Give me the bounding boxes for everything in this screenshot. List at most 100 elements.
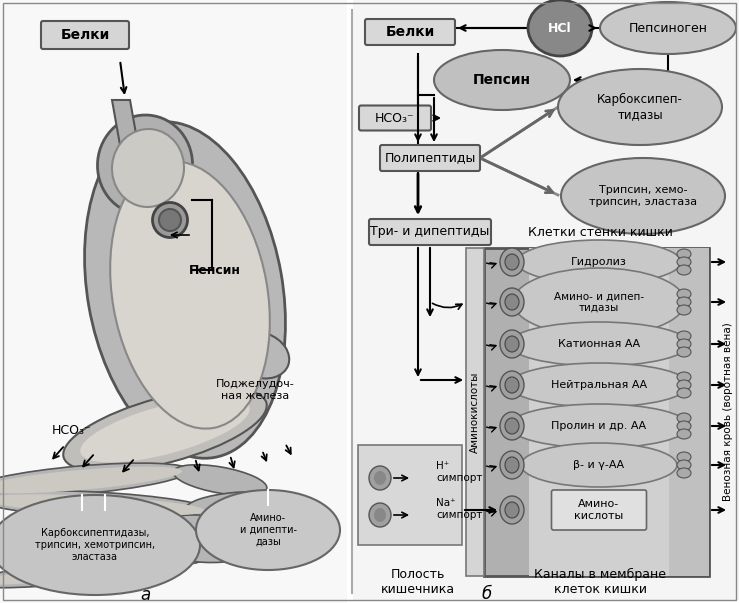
Ellipse shape [505,502,519,518]
Ellipse shape [0,494,205,516]
FancyBboxPatch shape [551,490,647,530]
Ellipse shape [677,372,691,382]
Ellipse shape [500,412,524,440]
Text: Пепсин: Пепсин [189,264,241,277]
Text: Каналы в мембране
клеток кишки: Каналы в мембране клеток кишки [534,568,666,596]
FancyBboxPatch shape [0,0,347,603]
Ellipse shape [677,265,691,275]
Ellipse shape [677,289,691,299]
Ellipse shape [521,443,677,487]
Text: Пепсин: Пепсин [473,73,531,87]
Ellipse shape [677,380,691,390]
Ellipse shape [677,347,691,357]
Ellipse shape [374,471,386,485]
Ellipse shape [677,421,691,431]
Ellipse shape [173,465,267,495]
Ellipse shape [677,305,691,315]
Ellipse shape [196,490,340,570]
Ellipse shape [159,209,181,231]
Ellipse shape [500,451,524,479]
Ellipse shape [231,332,289,379]
Ellipse shape [185,492,285,518]
Ellipse shape [369,503,391,527]
Ellipse shape [81,397,250,463]
Ellipse shape [505,377,519,393]
Text: б: б [482,585,492,603]
Ellipse shape [0,560,178,584]
Ellipse shape [0,463,190,497]
Ellipse shape [509,363,689,407]
Ellipse shape [677,452,691,462]
Text: Клетки стенки кишки: Клетки стенки кишки [528,226,672,239]
Ellipse shape [600,2,736,54]
Text: Три- и дипептиды: Три- и дипептиды [370,226,490,239]
Ellipse shape [505,254,519,270]
Ellipse shape [505,457,519,473]
Ellipse shape [0,491,213,519]
Text: H⁺
симпорт: H⁺ симпорт [436,461,483,483]
Text: Полость
кишечника: Полость кишечника [381,568,455,596]
Ellipse shape [500,330,524,358]
Ellipse shape [84,122,285,458]
Text: Пролин и др. АА: Пролин и др. АА [551,421,647,431]
Ellipse shape [558,69,722,145]
Ellipse shape [500,371,524,399]
Ellipse shape [513,268,685,336]
Ellipse shape [110,162,270,429]
FancyBboxPatch shape [466,248,484,576]
Ellipse shape [677,257,691,267]
Ellipse shape [505,418,519,434]
FancyBboxPatch shape [358,445,462,545]
Ellipse shape [677,429,691,439]
Text: Карбоксипептидазы,
трипсин, хемотрипсин,
эластаза: Карбоксипептидазы, трипсин, хемотрипсин,… [35,528,155,561]
Text: Амино-
кислоты: Амино- кислоты [574,499,624,521]
Ellipse shape [64,388,267,472]
Text: Полипептиды: Полипептиды [384,151,476,165]
Ellipse shape [0,467,182,493]
Text: Нейтральная АА: Нейтральная АА [551,380,647,390]
FancyBboxPatch shape [353,0,739,600]
Ellipse shape [561,158,725,234]
Ellipse shape [505,294,519,310]
Text: Венозная кровь (воротная вена): Венозная кровь (воротная вена) [723,323,733,501]
Text: Поджелудоч-
ная железа: Поджелудоч- ная железа [216,379,294,401]
Ellipse shape [169,515,261,541]
Ellipse shape [509,322,689,366]
FancyBboxPatch shape [484,248,709,576]
FancyBboxPatch shape [529,248,669,576]
Ellipse shape [677,297,691,307]
Ellipse shape [0,509,186,547]
Text: Трипсин, хемо-
трипсин, эластаза: Трипсин, хемо- трипсин, эластаза [589,185,697,207]
Ellipse shape [98,115,193,215]
Text: а: а [140,586,150,603]
Ellipse shape [677,460,691,470]
FancyBboxPatch shape [365,19,455,45]
Ellipse shape [509,404,689,448]
Ellipse shape [0,557,185,588]
Ellipse shape [0,513,179,544]
FancyBboxPatch shape [380,145,480,171]
Ellipse shape [677,249,691,259]
Ellipse shape [528,0,592,56]
Ellipse shape [181,537,279,563]
Text: β- и γ-АА: β- и γ-АА [573,460,624,470]
Ellipse shape [500,248,524,276]
Polygon shape [112,100,138,145]
Text: HCl: HCl [548,22,572,34]
Text: Na⁺
симпорт: Na⁺ симпорт [436,498,483,520]
Ellipse shape [374,508,386,522]
Ellipse shape [677,388,691,398]
Ellipse shape [677,413,691,423]
Ellipse shape [434,50,570,110]
Ellipse shape [152,203,188,238]
Ellipse shape [517,240,681,284]
Text: Белки: Белки [61,28,109,42]
Text: Катионная АА: Катионная АА [558,339,640,349]
Text: Пепсиноген: Пепсиноген [628,22,707,34]
FancyBboxPatch shape [369,219,491,245]
Ellipse shape [677,331,691,341]
Text: Аминокислоты: Аминокислоты [470,371,480,453]
Ellipse shape [677,339,691,349]
FancyBboxPatch shape [359,106,431,130]
Ellipse shape [0,495,200,595]
